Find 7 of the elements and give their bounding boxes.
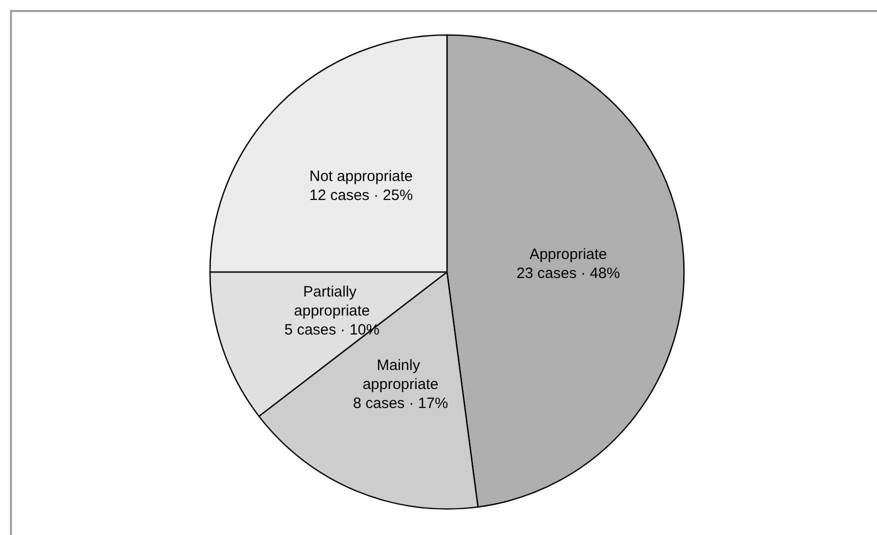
slice-label: Mainly appropriate [362, 356, 438, 393]
slice-label: Partially appropriate [294, 284, 370, 320]
data-label: 8 cases · 17% [352, 394, 448, 412]
slice-label: Not appropriate [309, 168, 413, 186]
data-label: 23 cases · 48% [516, 265, 620, 282]
slice-label: Appropriate [529, 246, 608, 264]
data-label: 12 cases · 25% [309, 187, 413, 204]
